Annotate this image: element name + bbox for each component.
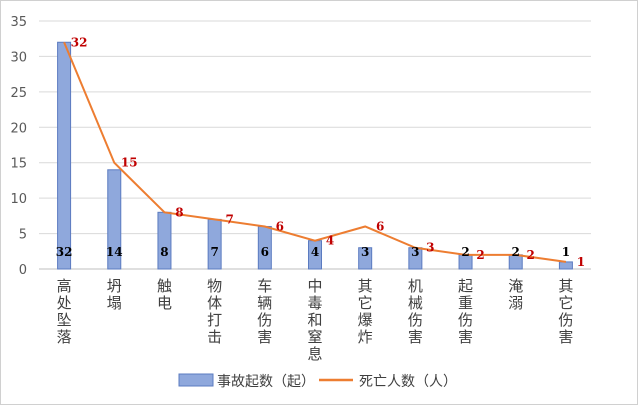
bar [157,211,172,270]
bar [57,41,72,270]
y-tick-label: 0 [19,263,27,278]
y-tick-label: 20 [10,121,27,136]
bar [358,247,373,270]
line-data-label: 2 [476,248,484,262]
category-label: 中毒和窒息 [307,277,322,363]
y-tick-label: 35 [10,15,27,30]
category-label: 机械伤害 [408,277,423,346]
legend-bar-label: 事故起数（起） [217,374,315,390]
bar-data-label: 1 [562,245,570,259]
y-tick-label: 5 [19,228,27,243]
category-label: 淹溺 [508,277,523,312]
line-data-label: 2 [527,248,535,262]
bar-data-label: 4 [311,245,319,259]
bar-data-label: 6 [261,245,269,259]
bar-data-label: 2 [512,245,520,259]
line-data-label: 1 [577,255,585,269]
bar-data-label: 14 [106,245,123,259]
line-data-label: 3 [426,241,434,255]
bar-data-label: 3 [361,245,369,259]
series-line [63,41,567,263]
category-label: 车辆伤害 [257,277,272,346]
bar-data-label: 3 [411,245,419,259]
bar-data-label: 2 [461,245,469,259]
line-data-label: 7 [225,212,233,226]
line-data-label: 4 [326,234,334,248]
line-data-label: 6 [276,219,284,233]
bar-data-label: 8 [160,245,168,259]
line-data-label: 6 [376,219,384,233]
y-tick-label: 10 [10,192,27,207]
category-label: 物体打击 [207,277,222,346]
bar [558,261,573,270]
category-label: 其它伤害 [558,277,573,346]
bar-data-label: 32 [56,245,73,259]
y-tick-label: 30 [10,50,27,65]
line-data-label: 15 [121,156,138,170]
category-label: 坍塌 [107,277,122,312]
line-data-label: 32 [71,35,88,49]
bar [107,169,122,270]
legend-line-label: 死亡人数（人） [359,374,457,390]
y-tick-label: 25 [10,86,27,101]
legend-bar-swatch [178,373,214,387]
y-tick-label: 15 [10,157,27,172]
line-data-label: 8 [175,205,183,219]
category-label: 其它爆炸 [358,277,373,346]
category-label: 起重伤害 [458,277,473,346]
category-label: 高处坠落 [57,277,72,346]
bar-data-label: 7 [210,245,218,259]
category-label: 触电 [157,277,172,312]
